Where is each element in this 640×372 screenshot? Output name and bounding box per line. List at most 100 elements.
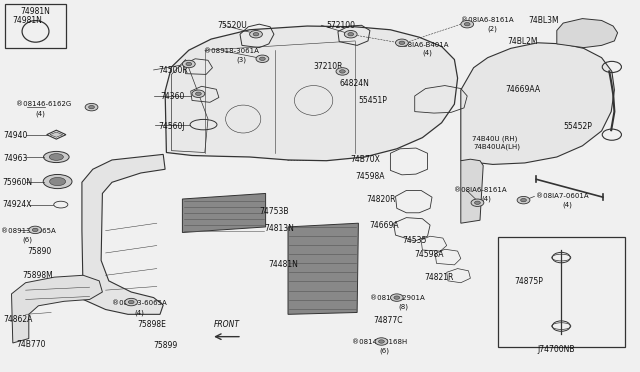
Text: 75520U: 75520U [218,21,247,30]
Text: 74981N: 74981N [20,7,51,16]
Circle shape [88,106,95,109]
Text: (6): (6) [379,347,389,354]
Bar [498,237,625,347]
Text: 74753B: 74753B [259,207,289,216]
Circle shape [461,20,474,28]
Circle shape [344,31,357,38]
Text: ®08913-6365A: ®08913-6365A [1,228,56,234]
Text: 74B70X: 74B70X [351,155,381,164]
Text: (8): (8) [398,304,408,310]
Text: (4): (4) [481,195,491,202]
Circle shape [399,41,405,44]
Text: ®08146-6168H: ®08146-6168H [352,339,407,345]
Ellipse shape [44,151,69,163]
Text: (6): (6) [22,237,33,243]
Text: 74669A: 74669A [369,221,399,230]
Circle shape [521,198,526,202]
Text: 55451P: 55451P [358,96,387,105]
Text: 74598A: 74598A [414,250,444,259]
Text: 74924X: 74924X [2,200,31,209]
Text: 74598A: 74598A [355,172,385,181]
Text: ®08146-6162G: ®08146-6162G [16,101,71,107]
Circle shape [475,201,480,204]
Circle shape [29,226,42,234]
Circle shape [390,294,403,301]
Text: 64824N: 64824N [339,79,369,88]
Text: 75898E: 75898E [138,320,166,329]
Text: 75899: 75899 [154,341,178,350]
Text: 74963: 74963 [3,154,28,163]
Ellipse shape [49,154,63,160]
Text: (4): (4) [422,50,432,57]
Polygon shape [288,223,358,314]
Text: 74940: 74940 [3,131,28,140]
Text: 75898M: 75898M [22,271,53,280]
Circle shape [260,57,265,61]
Text: 74360: 74360 [160,92,184,101]
Circle shape [379,340,384,343]
Text: 74B40UA(LH): 74B40UA(LH) [474,144,520,150]
Text: ®08lA6-8161A: ®08lA6-8161A [454,187,507,193]
Text: 74669AA: 74669AA [506,85,541,94]
Text: J74700NB: J74700NB [538,345,575,354]
Text: (4): (4) [562,201,572,208]
Text: (4): (4) [35,110,45,117]
Text: 74BL3M: 74BL3M [528,16,559,25]
Text: (3): (3) [237,56,247,63]
Text: ®08lA6-B401A: ®08lA6-B401A [396,42,448,48]
Circle shape [394,296,400,299]
Text: 74B40U (RH): 74B40U (RH) [472,135,518,142]
Circle shape [471,199,484,206]
Text: 74481N: 74481N [269,260,299,269]
Text: 74981N: 74981N [13,16,43,25]
Text: 37210R: 37210R [314,62,343,71]
Circle shape [32,228,38,231]
Circle shape [517,196,530,204]
Text: ®08lA6-8161A: ®08lA6-8161A [461,17,513,23]
Polygon shape [182,193,266,232]
Circle shape [375,338,388,345]
Polygon shape [165,26,458,161]
Text: FRONT: FRONT [214,320,240,329]
Polygon shape [12,275,102,343]
Polygon shape [50,132,63,137]
Circle shape [85,103,98,111]
Text: (4): (4) [134,309,144,316]
Text: ®08lA7-0601A: ®08lA7-0601A [536,193,589,199]
Polygon shape [461,43,614,164]
Polygon shape [557,19,618,48]
Circle shape [196,92,201,95]
Text: 75890: 75890 [27,247,51,256]
Text: 572100: 572100 [326,21,355,30]
Text: (2): (2) [488,26,497,32]
Text: 74877C: 74877C [374,316,403,325]
Circle shape [396,39,408,46]
Text: 74820R: 74820R [367,195,396,204]
Circle shape [250,31,262,38]
Bar [5,4,66,48]
Polygon shape [82,154,165,314]
Circle shape [192,90,205,97]
Text: ®08187-2901A: ®08187-2901A [370,295,425,301]
Circle shape [256,55,269,62]
Ellipse shape [50,177,65,186]
Text: 74B770: 74B770 [16,340,45,349]
Polygon shape [461,159,483,223]
Ellipse shape [43,174,72,189]
Circle shape [465,22,470,26]
Circle shape [340,70,346,73]
Text: 55452P: 55452P [563,122,592,131]
Circle shape [128,300,134,304]
Text: 74535: 74535 [402,236,426,245]
Text: 74560J: 74560J [159,122,186,131]
Text: 75960N: 75960N [2,178,32,187]
Text: ®08918-3061A: ®08918-3061A [204,48,259,54]
Circle shape [253,32,259,36]
Text: 74875P: 74875P [514,278,543,286]
Text: 74813N: 74813N [264,224,294,233]
Circle shape [182,60,195,68]
Text: 74BL2M: 74BL2M [508,37,538,46]
Text: 74862A: 74862A [3,315,33,324]
Circle shape [336,68,349,75]
Text: ®08913-6065A: ®08913-6065A [112,300,167,306]
